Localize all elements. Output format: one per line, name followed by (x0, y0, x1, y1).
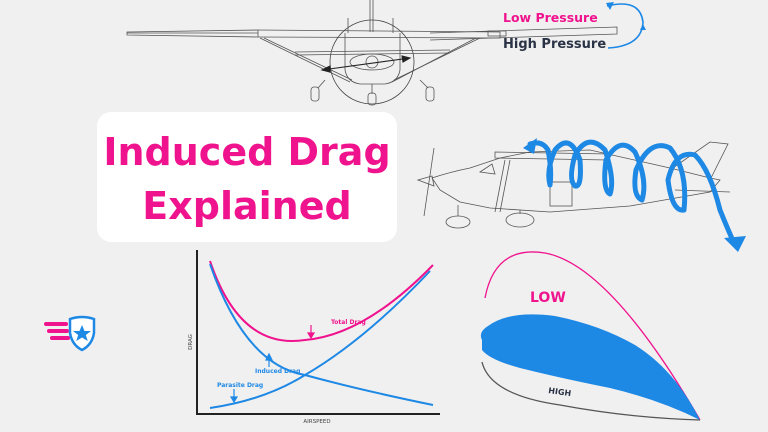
high-pressure-envelope (481, 361, 701, 421)
parasite-drag-label: Parasite Drag (217, 382, 263, 389)
total-drag-curve (209, 260, 434, 342)
drag-vs-airspeed-chart: Total Drag Induced Drag Parasite Drag AI… (188, 250, 440, 425)
low-label: LOW (530, 290, 566, 306)
high-pressure-label: High Pressure (503, 37, 607, 52)
high-label: HIGH (548, 386, 572, 398)
x-axis-label: AIRSPEED (303, 419, 330, 425)
airfoil-pressure-diagram: LOW HIGH (480, 251, 701, 421)
aircraft-front-view (126, 0, 646, 106)
total-drag-label: Total Drag (331, 319, 366, 326)
title-line-1: Induced Drag (103, 130, 391, 174)
aircraft-side-view (416, 138, 746, 252)
parasite-drag-curve (209, 270, 431, 409)
low-pressure-envelope (484, 251, 701, 421)
induced-drag-label: Induced Drag (255, 368, 300, 375)
title-line-2: Explained (142, 184, 352, 228)
airfoil-shape (480, 314, 700, 420)
y-axis-label: DRAG (188, 334, 194, 350)
low-pressure-label: Low Pressure (503, 10, 598, 25)
title-card: Induced Drag Explained (97, 112, 397, 242)
vortex-arrow-icon (606, 3, 644, 49)
brand-logo-icon (44, 315, 96, 352)
spiral-vortex-arrow-icon (527, 139, 738, 248)
